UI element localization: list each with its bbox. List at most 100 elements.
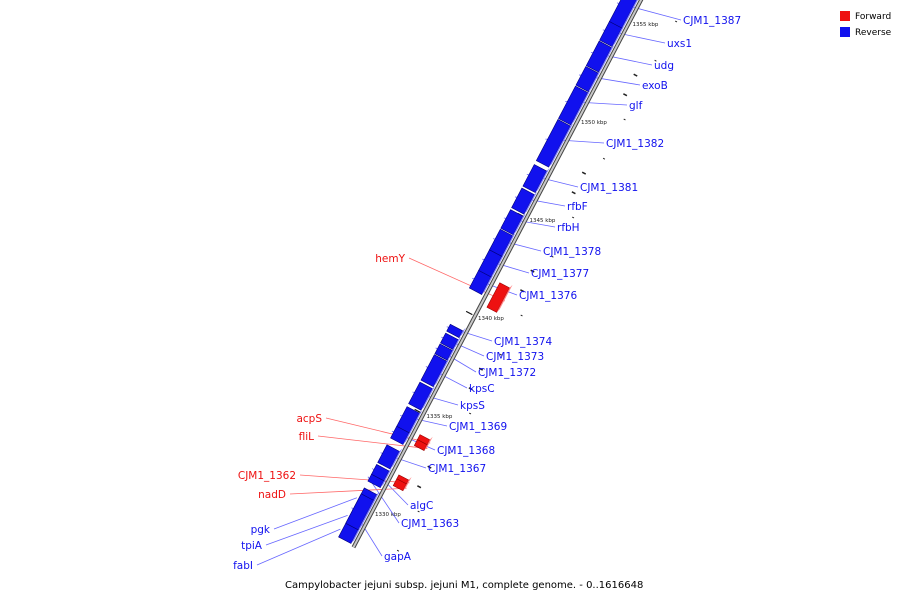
- label-leader: [289, 487, 407, 495]
- gene-top-face: [491, 253, 505, 277]
- backbone-shadow: [351, 0, 644, 549]
- minor-tick: [448, 451, 451, 454]
- gene-label: CJM1_1376: [519, 290, 577, 302]
- gene-top-face: [535, 168, 550, 193]
- gene-algc[interactable]: [371, 464, 393, 482]
- legend-reverse-label: Reverse: [855, 28, 892, 38]
- tick-mark: [414, 408, 422, 414]
- gene-top-face: [513, 213, 526, 235]
- gene-cjm1-1369[interactable]: [396, 406, 423, 434]
- gene-label: fabI: [233, 560, 253, 572]
- gene-label: CJM1_1372: [478, 367, 536, 379]
- gene-hemy[interactable]: [486, 282, 513, 313]
- gene-label: CJM1_1369: [449, 421, 507, 433]
- gene-label: CJM1_1378: [543, 246, 601, 258]
- gene-label: CJM1_1381: [580, 182, 638, 194]
- gene-label: CJM1_1377: [531, 268, 589, 280]
- minor-tick: [530, 269, 535, 273]
- gene-top-face: [433, 358, 450, 387]
- gene-cjm1-1378[interactable]: [489, 228, 516, 257]
- genome-caption: Campylobacter jejuni subsp. jejuni M1, c…: [285, 580, 643, 591]
- gene-cjm1-1373[interactable]: [440, 332, 462, 350]
- minor-tick: [499, 353, 503, 356]
- minor-tick: [417, 485, 422, 489]
- gene-kpss[interactable]: [408, 381, 436, 411]
- gene-body: [522, 164, 548, 194]
- gene-cjm1-1387[interactable]: [609, 0, 643, 29]
- gene-top-face: [481, 273, 495, 295]
- gene-body: [396, 474, 410, 485]
- gene-label: CJM1_1362: [238, 470, 296, 482]
- tick-mark: [465, 310, 473, 316]
- gene-label: tpiA: [241, 540, 263, 552]
- tick-label: 1330 kbp: [375, 512, 401, 518]
- gene-cjm1-1382[interactable]: [535, 119, 574, 168]
- tick-label: 1355 kbp: [633, 22, 659, 28]
- gene-top-face: [501, 232, 516, 257]
- gene-top-face: [424, 441, 431, 451]
- label-leader: [325, 417, 431, 444]
- legend-forward-label: Forward: [855, 12, 891, 22]
- minor-tick: [623, 93, 628, 97]
- gene-top-face: [380, 477, 387, 488]
- label-leader: [367, 476, 400, 524]
- gene-label: exoB: [642, 80, 668, 92]
- gene-top-face: [409, 410, 423, 433]
- gene-body: [408, 381, 433, 411]
- gene-top-face: [402, 429, 413, 445]
- gene-rfbf[interactable]: [511, 187, 538, 215]
- gene-exob[interactable]: [575, 66, 602, 93]
- gene-body: [511, 187, 535, 215]
- gene-label: CJM1_1373: [486, 351, 544, 363]
- gene-label: kpsC: [469, 383, 495, 395]
- gene-gapa[interactable]: [345, 493, 377, 531]
- gene-glf[interactable]: [558, 85, 591, 126]
- gene-udg[interactable]: [585, 40, 615, 73]
- gene-label: rfbF: [567, 201, 588, 213]
- minor-tick: [571, 216, 575, 219]
- gene-top-face: [621, 0, 638, 28]
- gene-label: CJM1_1387: [683, 15, 741, 27]
- gene-body: [345, 493, 375, 531]
- label-leader: [299, 474, 410, 484]
- gene-labels: fabI tpiA pgk gapA CJM1_1363 algC nadD CJM1_136…: [233, 15, 741, 572]
- gene-body: [440, 332, 459, 350]
- gene-features: [338, 0, 643, 544]
- gene-body: [535, 119, 571, 168]
- backbone-line: [352, 0, 643, 548]
- gene-rfbh[interactable]: [500, 209, 526, 236]
- gene-label: CJM1_1363: [401, 518, 459, 530]
- gene-top-face: [598, 44, 615, 73]
- gene-cjm1-1372[interactable]: [434, 343, 456, 361]
- gene-cjm1-1374[interactable]: [446, 323, 466, 339]
- label-leaders: [256, 2, 682, 566]
- minor-tick: [654, 59, 657, 62]
- label-leader: [265, 515, 348, 546]
- gene-body: [420, 354, 448, 388]
- minor-tick: [571, 191, 576, 195]
- gene-cjm1-1362[interactable]: [396, 474, 412, 485]
- gene-top-face: [496, 284, 513, 313]
- gene-body: [585, 40, 612, 73]
- tick-marks: 1330 kbp 1335 kbp 1340 kbp 1345 kbp 1350 kbp…: [362, 16, 678, 552]
- minor-tick: [602, 157, 606, 160]
- minor-tick: [623, 118, 626, 121]
- gene-cjm1-1381[interactable]: [522, 164, 550, 194]
- label-leader: [256, 528, 341, 566]
- tick-label: 1350 kbp: [581, 120, 607, 126]
- minor-tick: [581, 171, 587, 175]
- gene-cjm1-1367[interactable]: [377, 444, 403, 470]
- gene-top-face: [420, 385, 436, 411]
- gene-kpsc[interactable]: [420, 354, 450, 388]
- gene-top-face: [402, 480, 410, 491]
- gene-body: [434, 343, 453, 361]
- gene-cjm1-1368[interactable]: [390, 425, 413, 445]
- minor-tick: [520, 289, 525, 293]
- gene-label: CJM1_1382: [606, 138, 664, 150]
- gene-top-face: [390, 448, 403, 469]
- legend-reverse-swatch: [840, 27, 850, 37]
- legend: Forward Reverse: [840, 11, 892, 38]
- gene-acps[interactable]: [417, 434, 433, 446]
- gene-top-face: [427, 436, 433, 445]
